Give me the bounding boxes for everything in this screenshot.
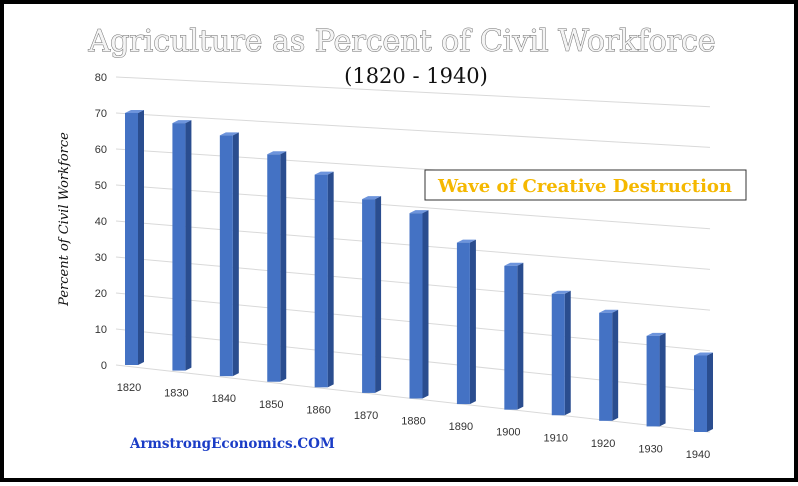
- bar-1880: [409, 210, 429, 399]
- bar-top: [267, 151, 287, 155]
- chart-subtitle: (1820 - 1940): [344, 64, 488, 88]
- x-tick-label: 1830: [164, 388, 188, 400]
- bar-1870: [362, 196, 382, 393]
- bar-top: [125, 109, 144, 113]
- bar-1850: [267, 151, 287, 382]
- bar-front: [219, 135, 233, 377]
- gridline: [115, 184, 711, 230]
- x-tick-label: 1870: [354, 410, 378, 422]
- bar-top: [409, 210, 429, 214]
- bar-side: [612, 309, 619, 421]
- bar-1910: [551, 290, 571, 416]
- bar-front: [551, 293, 565, 416]
- gridline: [115, 112, 711, 148]
- y-tick-label: 80: [95, 72, 107, 84]
- bar-1860: [314, 171, 334, 388]
- bar-front: [267, 154, 281, 382]
- bar-front: [172, 123, 186, 371]
- bar-1930: [646, 332, 666, 427]
- bar-front: [646, 335, 660, 427]
- y-axis-label: Percent of Civil Workforce: [57, 132, 72, 307]
- bar-front: [599, 312, 613, 421]
- annotation-text: Wave of Creative Destruction: [437, 176, 732, 197]
- y-tick-label: 0: [101, 360, 107, 372]
- x-tick-label: 1880: [401, 416, 425, 428]
- y-tick-label: 70: [95, 108, 107, 120]
- bar-1830: [172, 120, 192, 371]
- x-tick-label: 1920: [591, 438, 615, 450]
- gridline: [115, 364, 711, 433]
- bar-1890: [456, 239, 476, 405]
- chart-title: Agriculture as Percent of Civil Workforc…: [87, 24, 715, 59]
- bar-1900: [504, 262, 524, 410]
- bar-top: [219, 132, 239, 136]
- y-tick-label: 30: [95, 252, 107, 264]
- bar-top: [551, 290, 571, 294]
- y-tick-label: 60: [95, 144, 107, 156]
- bar-side: [422, 210, 429, 399]
- bar-top: [504, 262, 524, 266]
- bar-1920: [599, 309, 619, 421]
- y-axis-ticks: 0 10 20 30 40 50 60 70 80: [95, 72, 107, 372]
- gridline: [115, 76, 711, 108]
- x-tick-label: 1890: [449, 421, 473, 433]
- y-tick-label: 50: [95, 180, 107, 192]
- bar-side: [564, 290, 571, 416]
- bar-side: [280, 151, 287, 382]
- bar-side: [707, 352, 713, 432]
- bar-top: [599, 309, 619, 313]
- bar-1940: [694, 352, 713, 432]
- bar-front: [409, 213, 423, 399]
- x-tick-label: 1900: [496, 427, 520, 439]
- x-tick-label: 1940: [686, 449, 710, 461]
- bars: [125, 109, 713, 432]
- x-tick-label: 1820: [117, 382, 141, 394]
- x-tick-label: 1860: [306, 404, 330, 416]
- bar-1820: [125, 109, 144, 366]
- bar-side: [375, 196, 382, 393]
- annotation-border: [424, 169, 747, 201]
- bar-side: [659, 332, 666, 427]
- bar-front: [504, 265, 518, 410]
- x-tick-label: 1850: [259, 399, 283, 411]
- bar-top: [314, 171, 334, 175]
- bar-side: [185, 120, 192, 371]
- y-tick-label: 20: [95, 288, 107, 300]
- bar-front: [125, 112, 138, 366]
- bar-front: [456, 242, 470, 405]
- bar-front: [694, 355, 707, 432]
- bar-side: [138, 109, 144, 366]
- bar-top: [694, 352, 713, 356]
- bar-front: [314, 174, 328, 388]
- bar-side: [469, 239, 476, 405]
- bar-1840: [219, 132, 239, 377]
- x-tick-label: 1840: [212, 393, 236, 405]
- watermark-text: ArmstrongEconomics.COM: [129, 436, 335, 452]
- bar-side: [327, 171, 334, 388]
- bar-top: [646, 332, 666, 336]
- bar-top: [362, 196, 382, 200]
- y-tick-label: 40: [95, 216, 107, 228]
- y-tick-label: 10: [95, 324, 107, 336]
- bar-top: [456, 239, 476, 243]
- bar-side: [232, 132, 239, 377]
- bar-top: [172, 120, 192, 124]
- bar-front: [362, 199, 376, 393]
- x-axis-ticks: 1820 1830 1840 1850 1860 1870 1880 1890 1900 1910…: [117, 382, 710, 461]
- bar-side: [517, 262, 524, 410]
- x-tick-label: 1910: [544, 432, 568, 444]
- x-tick-label: 1930: [638, 443, 662, 455]
- annotation-box: Wave of Creative Destruction: [424, 169, 747, 201]
